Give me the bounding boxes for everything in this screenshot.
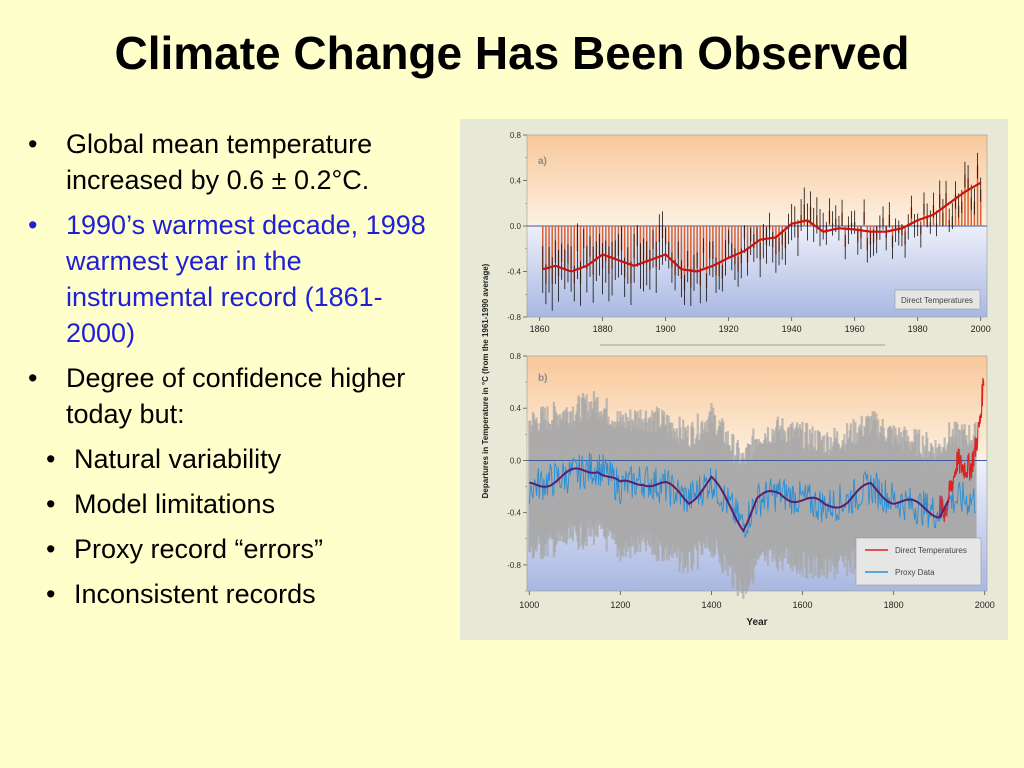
y-axis-label: Departures in Temperature in °C (from th… — [481, 263, 490, 498]
bullet-dot: • — [46, 534, 56, 564]
bullet-dot: • — [28, 129, 38, 159]
bullet-item-1: • Global mean temperature increased by 0… — [28, 126, 448, 198]
x-tick-label: 1600 — [793, 600, 813, 610]
x-tick-label: 1940 — [782, 324, 802, 334]
y-tick-label: -0.4 — [507, 268, 521, 277]
bullet-dot: • — [28, 363, 38, 393]
proxy-data-line — [528, 452, 976, 538]
sub-bullet-text: Proxy record “errors” — [74, 534, 324, 564]
bullet-text: Global mean temperature increased by 0.6… — [66, 129, 373, 195]
legend-box-b — [855, 537, 982, 586]
x-tick-label: 1400 — [701, 600, 721, 610]
bullet-list: • Global mean temperature increased by 0… — [28, 126, 448, 621]
bullet-dot: • — [46, 489, 56, 519]
sub-bullet-text: Natural variability — [74, 444, 282, 474]
x-tick-label: 2000 — [975, 600, 995, 610]
y-tick-label: 0.0 — [510, 222, 522, 231]
sub-bullet-item-4: • Inconsistent records — [28, 576, 448, 612]
y-tick-label: -0.8 — [507, 561, 521, 570]
smoothed-curve — [542, 181, 982, 273]
y-tick-label: 0.0 — [510, 456, 522, 465]
smoothed-proxy-curve — [529, 467, 950, 533]
bullet-item-2: • 1990’s warmest decade, 1998 warmest ye… — [28, 207, 448, 351]
x-axis-label: Year — [746, 617, 767, 628]
y-tick-label: 0.8 — [510, 352, 522, 361]
x-tick-label: 2000 — [971, 324, 991, 334]
x-tick-label: 1000 — [519, 600, 539, 610]
bullet-dot: • — [28, 210, 38, 240]
y-tick-label: 0.8 — [510, 131, 522, 140]
legend-label-direct: Direct Temperatures — [895, 546, 967, 555]
y-tick-label: -0.4 — [507, 509, 521, 518]
sub-bullet-list: • Natural variability • Model limitation… — [28, 441, 448, 612]
legend-label-proxy: Proxy Data — [895, 568, 935, 577]
panel-label-b: b) — [538, 373, 547, 384]
sub-bullet-item-1: • Natural variability — [28, 441, 448, 477]
sub-bullet-text: Model limitations — [74, 489, 276, 519]
bullet-text: 1990’s warmest decade, 1998 warmest year… — [66, 210, 426, 348]
y-tick-label: -0.8 — [507, 313, 521, 322]
temperature-figure: 0.8 0.4 0.0 -0.4 -0.8 1860 1880 1900 1920 1940 196… — [460, 119, 1008, 640]
direct-temperature-line — [938, 377, 985, 523]
x-tick-label: 1920 — [719, 324, 739, 334]
x-tick-label: 1800 — [884, 600, 904, 610]
legend-box-a — [894, 289, 981, 310]
sub-bullet-item-2: • Model limitations — [28, 486, 448, 522]
slide-title: Climate Change Has Been Observed — [114, 27, 910, 79]
y-tick-label: 0.4 — [510, 177, 522, 186]
x-tick-label: 1200 — [610, 600, 630, 610]
legend-label: Direct Temperatures — [901, 296, 973, 305]
sub-bullet-item-3: • Proxy record “errors” — [28, 531, 448, 567]
x-tick-label: 1960 — [845, 324, 865, 334]
bullet-dot: • — [46, 579, 56, 609]
y-tick-label: 0.4 — [510, 404, 522, 413]
bullet-dot: • — [46, 444, 56, 474]
temperature-figure-svg: 0.8 0.4 0.0 -0.4 -0.8 1860 1880 1900 1920 1940 196… — [481, 131, 995, 628]
x-tick-label: 1980 — [908, 324, 928, 334]
sub-bullet-text: Inconsistent records — [74, 579, 316, 609]
x-tick-label: 1880 — [593, 324, 613, 334]
panel-label-a: a) — [538, 156, 547, 167]
bullet-text: Degree of confidence higher today but: — [66, 363, 406, 429]
x-tick-label: 1860 — [530, 324, 550, 334]
bullet-item-3: • Degree of confidence higher today but: — [28, 360, 448, 432]
uncertainty-band — [528, 391, 977, 599]
x-tick-label: 1900 — [656, 324, 676, 334]
